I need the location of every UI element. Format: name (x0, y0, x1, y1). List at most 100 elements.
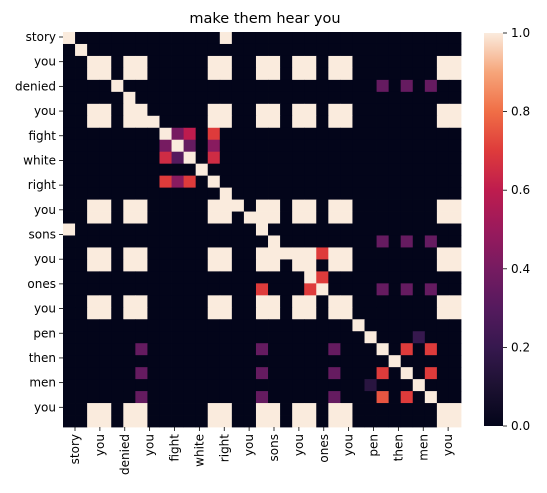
heatmap-cell (401, 32, 413, 44)
y-tick-label: you (34, 55, 56, 69)
heatmap-cell (159, 331, 171, 343)
heatmap-cell (244, 367, 256, 379)
heatmap-cell (292, 200, 304, 212)
heatmap-cell (449, 307, 461, 319)
heatmap-cell (389, 68, 401, 80)
heatmap-cell (159, 283, 171, 295)
heatmap-cell (75, 92, 87, 104)
heatmap-cell (401, 235, 413, 247)
heatmap-cell (87, 343, 99, 355)
heatmap-cell (196, 32, 208, 44)
heatmap-cell (111, 283, 123, 295)
heatmap-cell (184, 188, 196, 200)
heatmap-cell (425, 104, 437, 116)
heatmap-cell (63, 140, 75, 152)
heatmap-cell (352, 44, 364, 56)
heatmap-cell (280, 32, 292, 44)
heatmap-cell (172, 188, 184, 200)
heatmap-cell (437, 188, 449, 200)
heatmap-cell (304, 271, 316, 283)
heatmap-cell (352, 56, 364, 68)
heatmap-cell (292, 319, 304, 331)
heatmap-cell (437, 415, 449, 427)
x-tick-label: story (68, 434, 82, 464)
heatmap-cell (232, 80, 244, 92)
heatmap-cell (184, 391, 196, 403)
heatmap-cell (147, 80, 159, 92)
heatmap-cell (328, 212, 340, 224)
heatmap-cell (304, 128, 316, 140)
heatmap-cell (413, 367, 425, 379)
heatmap-cell (159, 164, 171, 176)
heatmap-cell (328, 391, 340, 403)
heatmap-cell (316, 271, 328, 283)
heatmap-cell (244, 319, 256, 331)
heatmap-cell (401, 56, 413, 68)
heatmap-cell (425, 68, 437, 80)
heatmap-cell (280, 367, 292, 379)
heatmap-cell (280, 56, 292, 68)
heatmap-cell (268, 116, 280, 128)
heatmap-cell (340, 343, 352, 355)
heatmap-cell (159, 224, 171, 236)
heatmap-cell (244, 200, 256, 212)
heatmap-cell (268, 391, 280, 403)
heatmap-cell (184, 104, 196, 116)
heatmap-cell (87, 367, 99, 379)
heatmap-cell (377, 379, 389, 391)
heatmap-cell (365, 403, 377, 415)
heatmap-cell (413, 44, 425, 56)
heatmap-cell (340, 176, 352, 188)
heatmap-cell (232, 271, 244, 283)
x-tick-label: men (416, 434, 430, 461)
heatmap-cell (413, 247, 425, 259)
heatmap-cell (292, 307, 304, 319)
heatmap-cell (316, 343, 328, 355)
heatmap-cell (147, 164, 159, 176)
heatmap-cell (111, 140, 123, 152)
heatmap-cell (184, 224, 196, 236)
heatmap-cell (220, 259, 232, 271)
heatmap-cell (328, 140, 340, 152)
y-tick-label: you (34, 302, 56, 316)
heatmap-cell (340, 415, 352, 427)
y-tick-label: fight (29, 129, 57, 143)
heatmap-cell (147, 68, 159, 80)
heatmap-cell (63, 319, 75, 331)
heatmap-cell (292, 247, 304, 259)
heatmap-cell (352, 164, 364, 176)
heatmap-cell (135, 355, 147, 367)
heatmap-cell (280, 391, 292, 403)
heatmap-cell (340, 224, 352, 236)
heatmap-cell (220, 56, 232, 68)
heatmap-cell (389, 379, 401, 391)
heatmap-cell (196, 391, 208, 403)
heatmap-cell (196, 200, 208, 212)
heatmap-cell (352, 415, 364, 427)
heatmap-cell (196, 379, 208, 391)
heatmap-cell (208, 379, 220, 391)
heatmap-cell (316, 140, 328, 152)
heatmap-cell (63, 415, 75, 427)
heatmap-cell (123, 200, 135, 212)
heatmap-cell (111, 80, 123, 92)
heatmap-cell (87, 247, 99, 259)
heatmap-cell (292, 367, 304, 379)
heatmap-cell (220, 32, 232, 44)
heatmap-cell (292, 283, 304, 295)
heatmap-cell (220, 283, 232, 295)
heatmap-cell (220, 319, 232, 331)
heatmap-cell (389, 403, 401, 415)
heatmap-cell (292, 32, 304, 44)
heatmap-cell (340, 259, 352, 271)
heatmap-cell (147, 152, 159, 164)
x-tick-label: you (441, 434, 455, 456)
heatmap-cell (365, 331, 377, 343)
heatmap-cell (389, 283, 401, 295)
heatmap-cell (352, 68, 364, 80)
heatmap-cell (244, 32, 256, 44)
heatmap-cell (425, 32, 437, 44)
heatmap-cell (413, 283, 425, 295)
heatmap-cell (172, 164, 184, 176)
heatmap-cell (328, 247, 340, 259)
